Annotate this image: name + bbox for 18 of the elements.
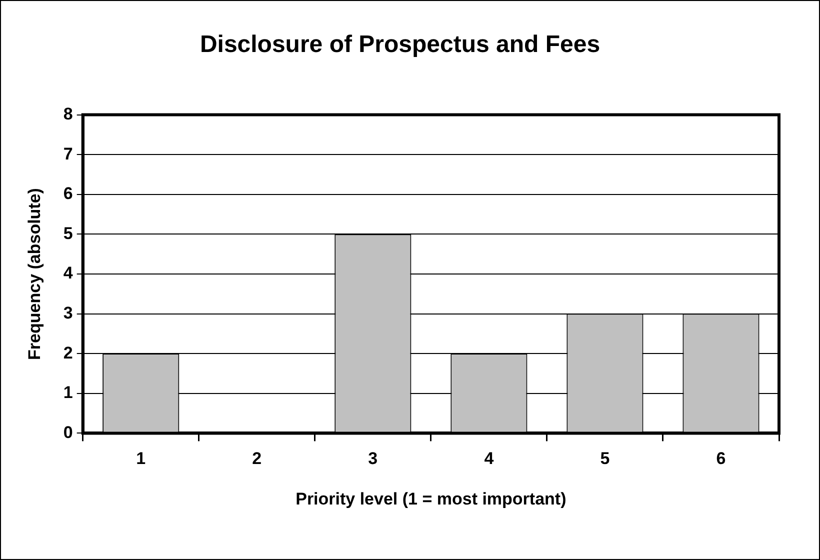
x-tick-label: 3 xyxy=(368,449,378,468)
x-tick-label: 4 xyxy=(484,449,494,468)
y-tick-label: 5 xyxy=(63,224,73,243)
x-axis-title: Priority level (1 = most important) xyxy=(296,489,566,508)
y-tick-label: 7 xyxy=(63,144,73,164)
y-axis-title: Frequency (absolute) xyxy=(24,188,44,360)
x-tick-label: 2 xyxy=(252,449,262,468)
x-tick-label: 1 xyxy=(136,449,146,468)
y-tick-label: 8 xyxy=(63,104,73,124)
y-tick-label: 4 xyxy=(63,264,74,283)
y-tick-label: 0 xyxy=(63,422,73,442)
chart-title: Disclosure of Prospectus and Fees xyxy=(200,31,600,58)
y-tick-label: 2 xyxy=(63,343,73,362)
y-tick-label: 6 xyxy=(63,184,73,204)
x-tick-label: 5 xyxy=(600,449,610,468)
y-tick-label: 1 xyxy=(63,383,73,402)
x-tick-label: 6 xyxy=(716,449,726,468)
y-tick-label: 3 xyxy=(63,303,73,322)
